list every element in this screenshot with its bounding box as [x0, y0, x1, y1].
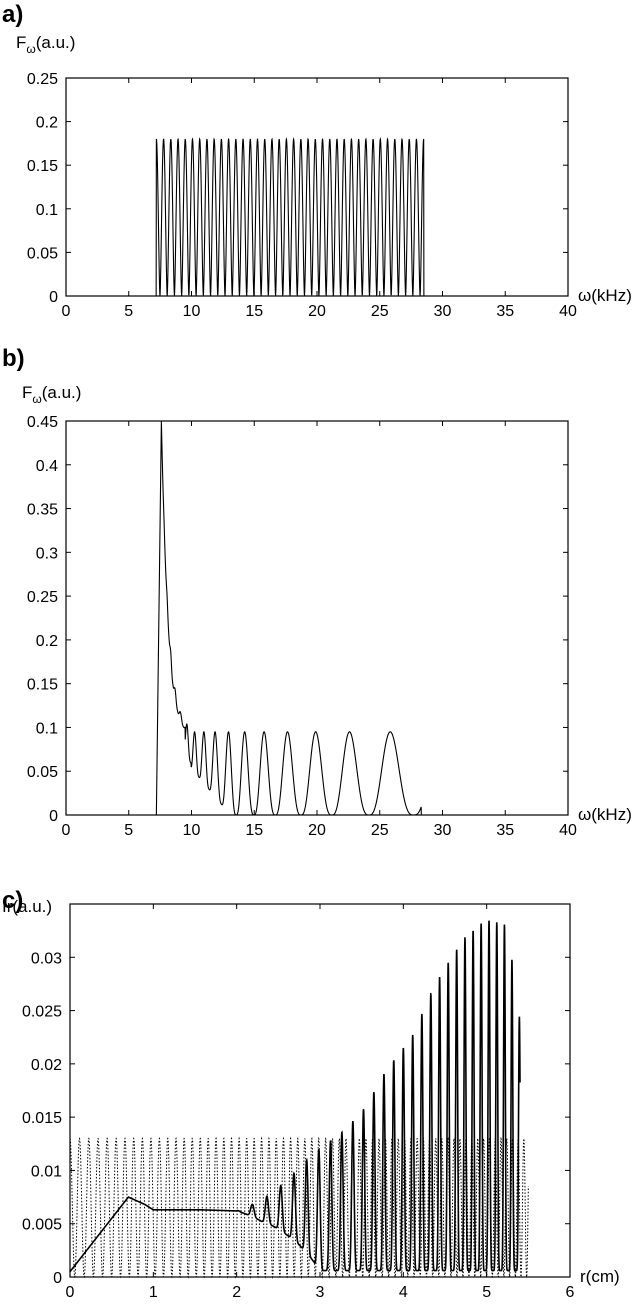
x-tick-label: 0 — [66, 1284, 75, 1301]
x-tick-label: 10 — [183, 303, 201, 320]
x-tick-label: 25 — [371, 303, 389, 320]
y-tick-label: 0.3 — [36, 545, 58, 562]
y-tick-label: 0.03 — [31, 950, 62, 967]
x-tick-label: 3 — [316, 1284, 325, 1301]
y-axis-label: Fω(a.u.) — [22, 383, 81, 406]
y-tick-label: 0 — [49, 289, 58, 306]
x-tick-label: 5 — [124, 303, 133, 320]
y-tick-label: 0.1 — [36, 202, 58, 219]
y-tick-label: 0.35 — [27, 502, 58, 519]
chart-panel-a: a) Fω(a.u.) 0 5 10 15 20 25 30 35 40 0 0.05 0.1 0.15 0.… — [2, 1, 632, 320]
x-axis-label: r(cm) — [580, 1267, 620, 1286]
y-tick-label: 0.15 — [27, 158, 58, 175]
y-tick-label: 0.01 — [31, 1163, 62, 1180]
panel-label: a) — [2, 1, 23, 28]
x-tick-label: 15 — [245, 822, 263, 839]
y-axis-label: Ir(a.u.) — [2, 897, 52, 916]
panel-label: b) — [2, 345, 25, 372]
x-tick-label: 0 — [62, 822, 71, 839]
y-tick-label: 0.015 — [22, 1110, 62, 1127]
series-solid-intensity — [69, 920, 521, 1273]
y-tick-label: 0.05 — [27, 764, 58, 781]
x-tick-label: 20 — [308, 303, 326, 320]
y-axis-label: Fω(a.u.) — [16, 33, 75, 56]
x-tick-label: 25 — [371, 822, 389, 839]
y-tick-label: 0.4 — [36, 458, 58, 475]
x-axis-label: ω(kHz) — [578, 286, 632, 305]
chart-panel-b: b) Fω(a.u.) 0 5 10 15 20 25 30 35 40 0 0.05 0.1 0.15 0.… — [2, 345, 632, 839]
y-tick-label: 0.15 — [27, 677, 58, 694]
y-tick-label: 0.45 — [27, 414, 58, 431]
y-tick-label: 0.25 — [27, 589, 58, 606]
x-axis-label: ω(kHz) — [578, 805, 632, 824]
series-spectrum-a — [66, 136, 568, 297]
x-tick-label: 10 — [183, 822, 201, 839]
y-tick-label: 0 — [49, 808, 58, 825]
y-tick-label: 0.005 — [22, 1217, 62, 1234]
chart-panel-c: c)Ir(a.u.) 0 1 2 3 4 5 6 0 0.005 0.01 0.015 0.02 0.02… — [2, 887, 620, 1301]
x-tick-label: 20 — [308, 822, 326, 839]
x-tick-label: 6 — [566, 1284, 575, 1301]
x-tick-label: 35 — [496, 822, 514, 839]
y-tick-label: 0.05 — [27, 245, 58, 262]
x-tick-label: 5 — [482, 1284, 491, 1301]
x-tick-label: 40 — [559, 303, 577, 320]
x-tick-label: 30 — [434, 822, 452, 839]
y-tick-label: 0 — [53, 1270, 62, 1287]
x-tick-label: 5 — [124, 822, 133, 839]
x-tick-label: 4 — [399, 1284, 408, 1301]
x-tick-label: 15 — [245, 303, 263, 320]
y-tick-label: 0.2 — [36, 633, 58, 650]
x-tick-label: 40 — [559, 822, 577, 839]
panel-label: c) — [2, 887, 23, 914]
x-tick-label: 35 — [496, 303, 514, 320]
x-tick-label: 2 — [232, 1284, 241, 1301]
y-tick-label: 0.02 — [31, 1057, 62, 1074]
series-dotted-intensity — [69, 1136, 529, 1279]
series-spectrum-b — [66, 420, 568, 816]
y-tick-label: 0.25 — [27, 71, 58, 88]
x-tick-label: 1 — [149, 1284, 158, 1301]
y-tick-label: 0.025 — [22, 1004, 62, 1021]
y-tick-label: 0.2 — [36, 115, 58, 132]
x-tick-label: 30 — [434, 303, 452, 320]
y-tick-label: 0.1 — [36, 720, 58, 737]
plot-frame — [65, 420, 569, 816]
x-tick-label: 0 — [62, 303, 71, 320]
